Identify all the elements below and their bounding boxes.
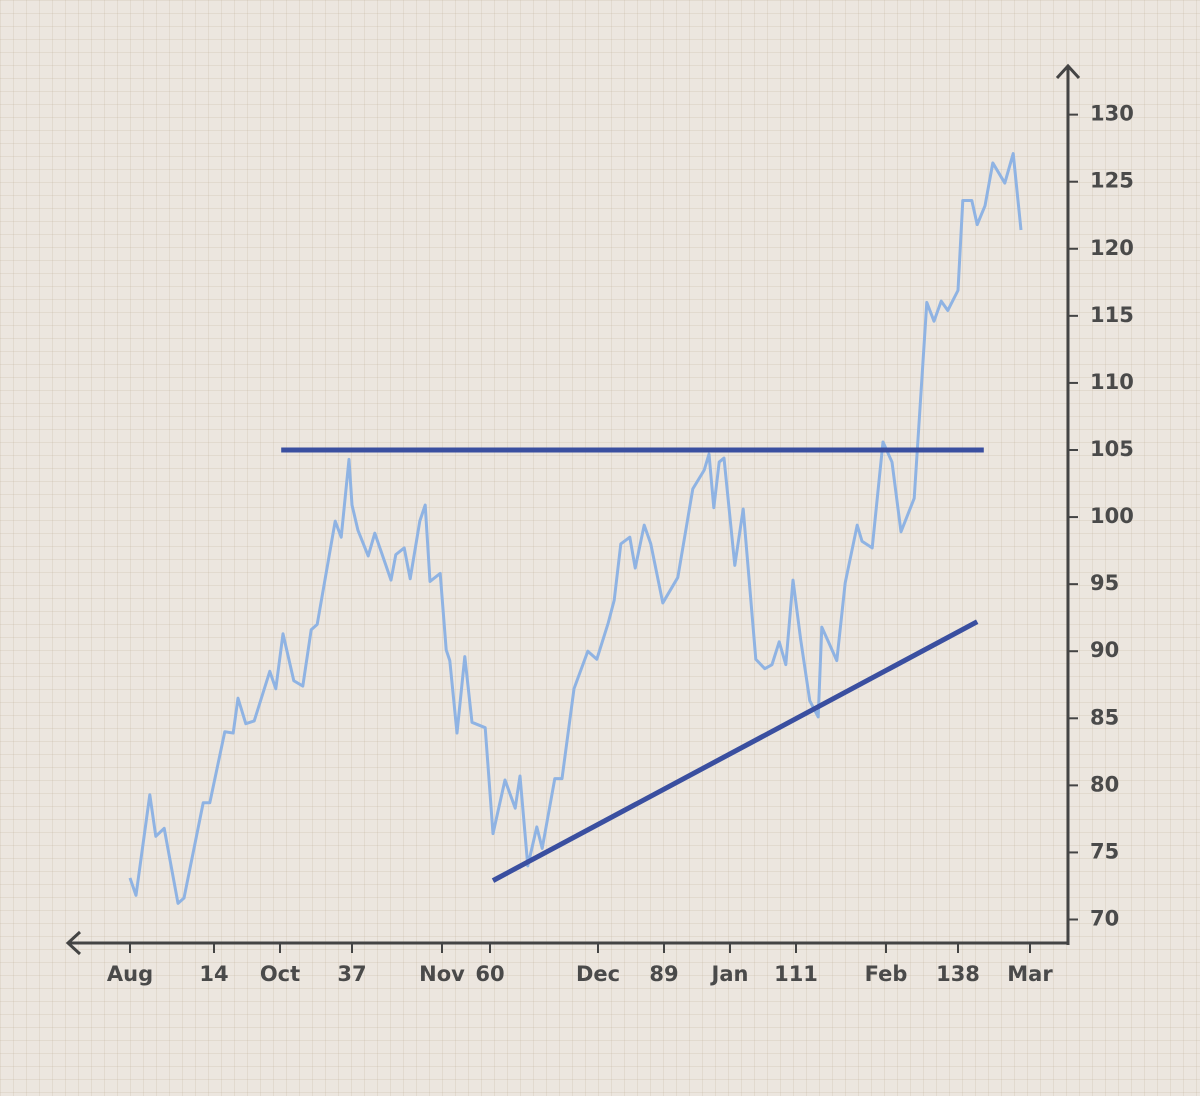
- x-tick-label: Dec: [576, 962, 620, 986]
- x-tick-label: 37: [337, 962, 366, 986]
- y-tick-label: 75: [1090, 839, 1119, 863]
- x-tick-label: Mar: [1007, 962, 1053, 986]
- x-tick-label: 111: [774, 962, 818, 986]
- x-tick-label: Jan: [710, 962, 749, 986]
- x-axis-arrow: [65, 930, 82, 956]
- y-tick-label: 95: [1090, 571, 1119, 595]
- y-tick-label: 90: [1090, 638, 1119, 662]
- y-tick-label: 100: [1090, 504, 1134, 528]
- trend-line: [491, 619, 979, 883]
- x-tick-label: Aug: [107, 962, 153, 986]
- x-tick-label: 89: [649, 962, 678, 986]
- price-line: [128, 152, 1023, 905]
- y-tick-label: 85: [1090, 705, 1119, 729]
- y-tick-label: 115: [1090, 303, 1134, 327]
- x-tick-label: 14: [199, 962, 228, 986]
- axes: [65, 63, 1081, 956]
- x-tick-label: Nov: [419, 962, 465, 986]
- y-tick-label: 80: [1090, 772, 1119, 796]
- y-tick-label: 110: [1090, 370, 1134, 394]
- y-tick-label: 125: [1090, 169, 1134, 193]
- y-tick-label: 130: [1090, 102, 1134, 126]
- y-tick-label: 120: [1090, 236, 1134, 260]
- y-tick-label: 70: [1090, 907, 1119, 931]
- x-tick-label: Oct: [260, 962, 300, 986]
- y-axis-arrow: [1055, 63, 1081, 80]
- x-tick-label: 60: [475, 962, 504, 986]
- y-tick-label: 105: [1090, 437, 1134, 461]
- x-tick-label: Feb: [865, 962, 908, 986]
- x-tick-label: 138: [936, 962, 980, 986]
